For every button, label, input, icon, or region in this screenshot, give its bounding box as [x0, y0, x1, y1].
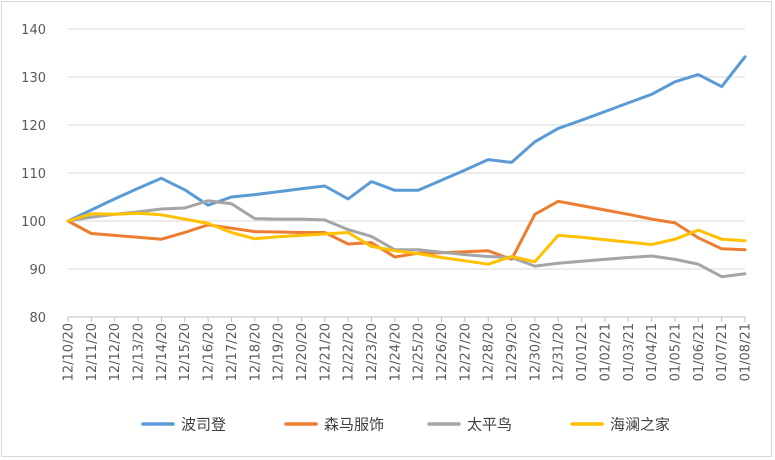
x-tick-label: 01/05/21: [668, 323, 683, 381]
series-line-3: [66, 199, 747, 279]
series-line-1: [66, 55, 747, 223]
legend-label: 波司登: [181, 416, 226, 434]
x-tick-label: 12/15/20: [178, 323, 193, 381]
x-tick-label: 12/23/20: [365, 323, 380, 381]
series-line-4: [66, 211, 747, 266]
x-tick-label: 12/24/20: [388, 323, 403, 381]
y-tick-label: 120: [21, 119, 46, 134]
x-tick-label: 01/03/21: [622, 323, 637, 381]
x-tick-label: 12/18/20: [248, 323, 263, 381]
x-tick-label: 12/13/20: [132, 323, 147, 381]
x-tick-label: 12/19/20: [272, 323, 287, 381]
y-tick-label: 130: [21, 71, 46, 86]
x-tick-label: 12/10/20: [62, 323, 77, 381]
x-tick-label: 12/28/20: [482, 323, 497, 381]
x-tick-label: 01/02/21: [598, 323, 613, 381]
x-tick-label: 01/01/21: [575, 323, 590, 381]
x-tick-label: 12/20/20: [295, 323, 310, 381]
x-tick-label: 01/08/21: [739, 323, 754, 381]
x-tick-label: 12/25/20: [412, 323, 427, 381]
x-tick-label: 12/22/20: [342, 323, 357, 381]
x-tick-label: 12/29/20: [505, 323, 520, 381]
series-line-2: [66, 199, 747, 261]
legend-label: 森马服饰: [324, 416, 384, 434]
x-tick-label: 12/21/20: [318, 323, 333, 381]
y-tick-label: 80: [29, 311, 46, 326]
y-tick-label: 90: [29, 263, 46, 278]
legend-item-2: 森马服饰: [284, 416, 384, 434]
x-tick-label: 12/17/20: [225, 323, 240, 381]
x-tick-label: 12/14/20: [155, 323, 170, 381]
series-lines: [66, 55, 747, 279]
y-tick-label: 110: [21, 167, 46, 182]
legend-label: 太平鸟: [467, 416, 512, 434]
x-tick-label: 12/11/20: [85, 323, 100, 381]
x-tick-label: 12/12/20: [108, 323, 123, 381]
legend-item-4: 海澜之家: [570, 416, 670, 434]
gridlines: [68, 28, 745, 318]
x-tick-label: 12/31/20: [552, 323, 567, 381]
legend-item-1: 波司登: [141, 416, 226, 434]
x-tick-label: 01/06/21: [692, 323, 707, 381]
x-tick-label: 12/27/20: [458, 323, 473, 381]
x-tick-label: 01/04/21: [645, 323, 660, 381]
legend-label: 海澜之家: [610, 416, 670, 434]
y-tick-label: 100: [21, 215, 46, 230]
x-axis: 12/10/20 12/11/20 12/12/20 12/13/20 12/14/20…: [62, 316, 754, 381]
y-axis: 80 90 100 110 120 130 140: [21, 23, 46, 326]
x-tick-label: 12/16/20: [202, 323, 217, 381]
x-tick-label: 01/07/21: [715, 323, 730, 381]
x-tick-label: 12/26/20: [435, 323, 450, 381]
x-tick-label: 12/30/20: [528, 323, 543, 381]
legend-item-3: 太平鸟: [427, 416, 512, 434]
y-tick-label: 140: [21, 23, 46, 38]
legend: 波司登 森马服饰 太平鸟 海澜之家: [141, 416, 670, 434]
